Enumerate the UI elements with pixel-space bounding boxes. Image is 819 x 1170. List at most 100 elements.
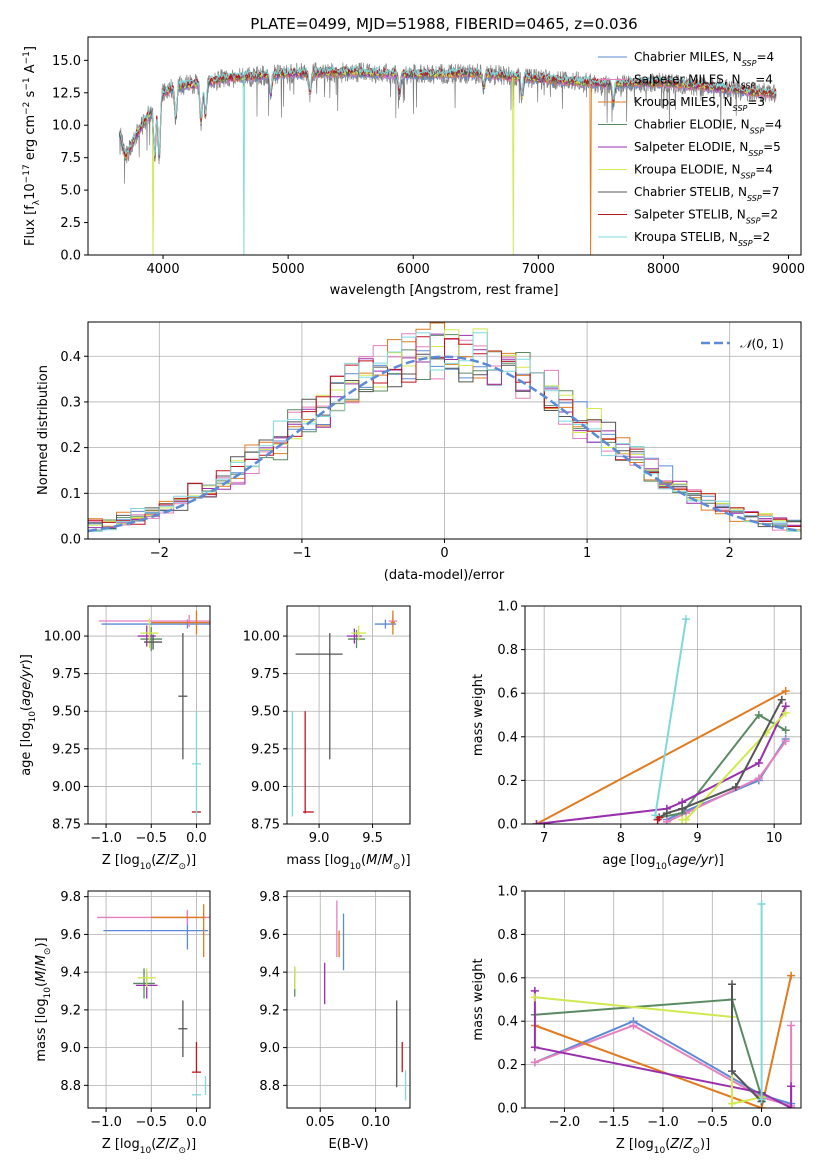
x-tick-label: −2 [150, 546, 169, 561]
weight-marker-kroupa_elodie [728, 1099, 736, 1108]
errorbar-point-kroupa_elodie [137, 968, 156, 988]
y-tick-label: 0.6 [497, 971, 518, 986]
legend-label: Kroupa MILES, NSSP=3 [634, 95, 765, 113]
x-tick-label: 9.5 [362, 831, 383, 846]
y-tick-label: 8.8 [259, 1079, 280, 1094]
spectrum-plot-area [118, 62, 777, 255]
x-tick-label: 0.0 [186, 1115, 207, 1130]
model-spectrum-line-kroupa_stelib [118, 64, 777, 255]
weight-marker-kroupa_stelib [757, 1095, 766, 1104]
y-tick-label: 9.6 [259, 928, 280, 943]
y-tick-label: 0.1 [60, 487, 81, 502]
legend-label: Kroupa STELIB, NSSP=2 [634, 230, 770, 248]
model-spectrum-line-salpeter_miles [118, 69, 777, 162]
x-tick-label: 9.0 [309, 831, 330, 846]
y-tick-label: 10.00 [44, 630, 81, 645]
y-tick-label: 9.00 [251, 780, 280, 795]
axes-frame [87, 605, 211, 825]
x-tick-label: −1.0 [90, 1115, 122, 1130]
y-tick-label: 9.00 [52, 780, 81, 795]
y-tick-label: 9.75 [52, 667, 81, 682]
errorbar-point-chabrier_stelib [144, 634, 163, 650]
spectrum-axes: 4000 5000 6000 7000 8000 9000 0.0 2.5 5.0 7.5 10.0… [22, 36, 805, 298]
y-tick-label: 9.25 [52, 742, 81, 757]
weight-marker-chabrier_stelib [662, 809, 671, 818]
weight-line-kroupa_stelib [654, 618, 687, 816]
weight-marker-kroupa_miles [781, 687, 790, 696]
weight-line-salpeter_miles [666, 740, 787, 823]
legend-label: Chabrier STELIB, NSSP=7 [634, 185, 779, 203]
weight-marker-kroupa_miles [787, 971, 796, 980]
x-tick-label: 8 [617, 831, 625, 846]
weight-marker-salpeter_miles [787, 1021, 796, 1030]
y-axis-label: Flux [fλ10−17 erg cm−2 s−1 A−1] [22, 46, 42, 246]
y-tick-label: 10.00 [243, 630, 280, 645]
x-tick-label: 4000 [147, 262, 180, 277]
y-tick-label: 5.0 [60, 184, 81, 199]
y-tick-label: 0.6 [497, 687, 518, 702]
weight-marker-salpeter_miles [662, 817, 671, 824]
weight-marker-salpeter_miles [629, 1021, 638, 1030]
y-tick-label: 7.5 [60, 151, 81, 166]
weight-marker-salpeter_elodie [787, 1082, 796, 1091]
weight-marker-kroupa_elodie [530, 993, 539, 1002]
mass-vs-Z-plot-area [97, 904, 210, 1096]
mass-vs-EBV-plot-area [294, 900, 407, 1101]
normal-reference-curve [88, 355, 801, 533]
axes-frame [286, 890, 411, 1109]
y-tick-label: 1.0 [497, 600, 518, 615]
legend-label: 𝒩(0, 1) [740, 337, 784, 351]
errorbar-point-chabrier_stelib [178, 633, 188, 760]
weight-marker-kroupa_elodie [682, 815, 690, 824]
weight-line-chabrier_elodie [659, 713, 787, 819]
y-tick-label: 0.0 [497, 1102, 518, 1117]
x-tick-label: 1 [583, 546, 591, 561]
x-tick-label: 8000 [647, 262, 680, 277]
x-tick-label: −0.5 [696, 1115, 728, 1130]
age-vs-Z-plot-area [98, 610, 210, 817]
weight-line-kroupa_miles [534, 975, 793, 1108]
weight-marker-chabrier_stelib [731, 782, 740, 791]
spectrum-legend: Chabrier MILES, NSSP=4 Salpeter MILES, NS… [598, 50, 782, 248]
y-tick-label: 9.50 [52, 705, 81, 720]
y-tick-label: 0.2 [60, 441, 81, 456]
weight-vs-age-axes: 7 8 9 10 0.0 0.2 0.4 0.6 0.8 1.0 age [log10(age/yr… [471, 600, 802, 872]
y-tick-label: 9.50 [251, 705, 280, 720]
x-tick-label: 0.0 [186, 831, 207, 846]
x-tick-label: 7000 [522, 262, 555, 277]
y-tick-label: 0.0 [60, 249, 81, 264]
y-axis-label: Normed distribution [36, 365, 51, 495]
x-tick-label: −1.0 [647, 1115, 679, 1130]
weight-marker-salpeter_elodie [787, 1104, 796, 1108]
y-tick-label: 10.0 [52, 119, 81, 134]
y-tick-label: 0.2 [497, 774, 518, 789]
x-tick-label: −1.5 [598, 1115, 630, 1130]
weight-marker-chabrier_stelib [777, 695, 786, 704]
x-tick-label: 5000 [272, 262, 305, 277]
weight-vs-age-plot-area [532, 615, 790, 824]
y-tick-label: 8.75 [52, 818, 81, 833]
y-tick-label: 0.4 [497, 730, 518, 745]
x-axis-label: mass [log10(M/M⊙)] [286, 853, 410, 872]
mass-vs-EBV-axes: 0.05 0.10 8.8 9.0 9.2 9.4 9.6 9.8 E(B-V) [259, 890, 411, 1152]
weight-marker-salpeter_elodie [754, 758, 763, 767]
x-axis-label: E(B-V) [328, 1137, 368, 1152]
y-tick-label: 8.75 [251, 818, 280, 833]
weight-marker-salpeter_miles [754, 774, 763, 783]
age-vs-mass-axes: 9.0 9.5 8.75 9.00 9.25 9.50 9.75 10.00 mass [log… [243, 605, 411, 872]
weight-marker-kroupa_elodie [781, 708, 790, 717]
errorbar-point-salpeter_elodie [346, 628, 362, 644]
x-tick-label: 0.10 [361, 1115, 390, 1130]
y-tick-label: 2.5 [60, 216, 81, 231]
x-tick-label: 10 [766, 831, 783, 846]
errorbar-point-kroupa_miles [390, 610, 396, 635]
weight-marker-kroupa_stelib [651, 811, 660, 820]
errorbar-point-kroupa_elodie [351, 625, 367, 641]
x-tick-label: 2 [726, 546, 734, 561]
y-tick-label: 0.8 [497, 643, 518, 658]
chart-title: PLATE=0499, MJD=51988, FIBERID=0465, z=0… [250, 15, 637, 33]
errorbar-point-chabrier_elodie [140, 627, 163, 652]
weight-marker-chabrier_elodie [781, 726, 790, 735]
x-tick-label: −0.5 [135, 831, 167, 846]
x-tick-label: −1.0 [90, 831, 122, 846]
